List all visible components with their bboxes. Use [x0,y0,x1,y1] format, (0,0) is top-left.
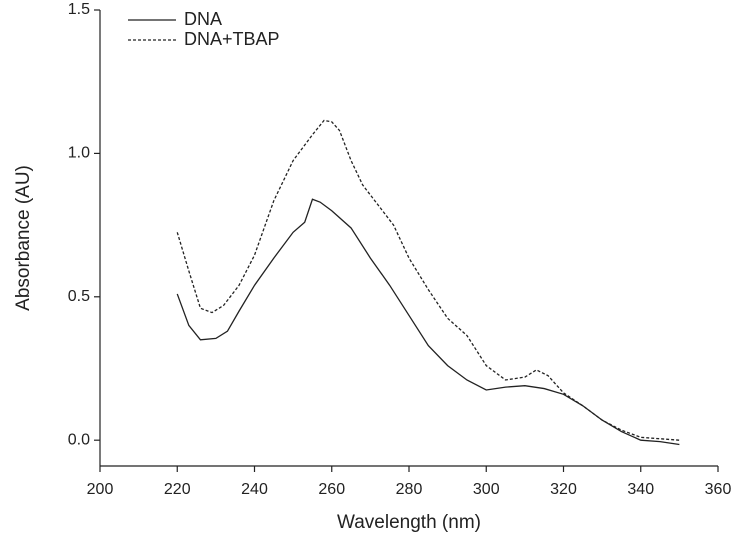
x-tick-label: 280 [396,481,423,498]
legend-label: DNA+TBAP [184,29,280,49]
x-tick-label: 320 [550,481,577,498]
legend-label: DNA [184,9,222,29]
x-tick-label: 200 [87,481,114,498]
x-tick-label: 240 [241,481,268,498]
y-tick-label: 0.0 [68,431,90,448]
x-tick-label: 220 [164,481,191,498]
x-axis-label: Wavelength (nm) [337,512,481,533]
x-tick-label: 260 [318,481,345,498]
y-tick-label: 0.5 [68,288,90,305]
series-line [176,198,680,446]
y-tick-label: 1.0 [68,145,90,162]
x-tick-label: 360 [705,481,732,498]
y-tick-label: 1.5 [68,1,90,18]
series-line [176,119,680,441]
x-tick-label: 340 [627,481,654,498]
y-axis-label: Absorbance (AU) [13,165,34,311]
x-tick-label: 300 [473,481,500,498]
